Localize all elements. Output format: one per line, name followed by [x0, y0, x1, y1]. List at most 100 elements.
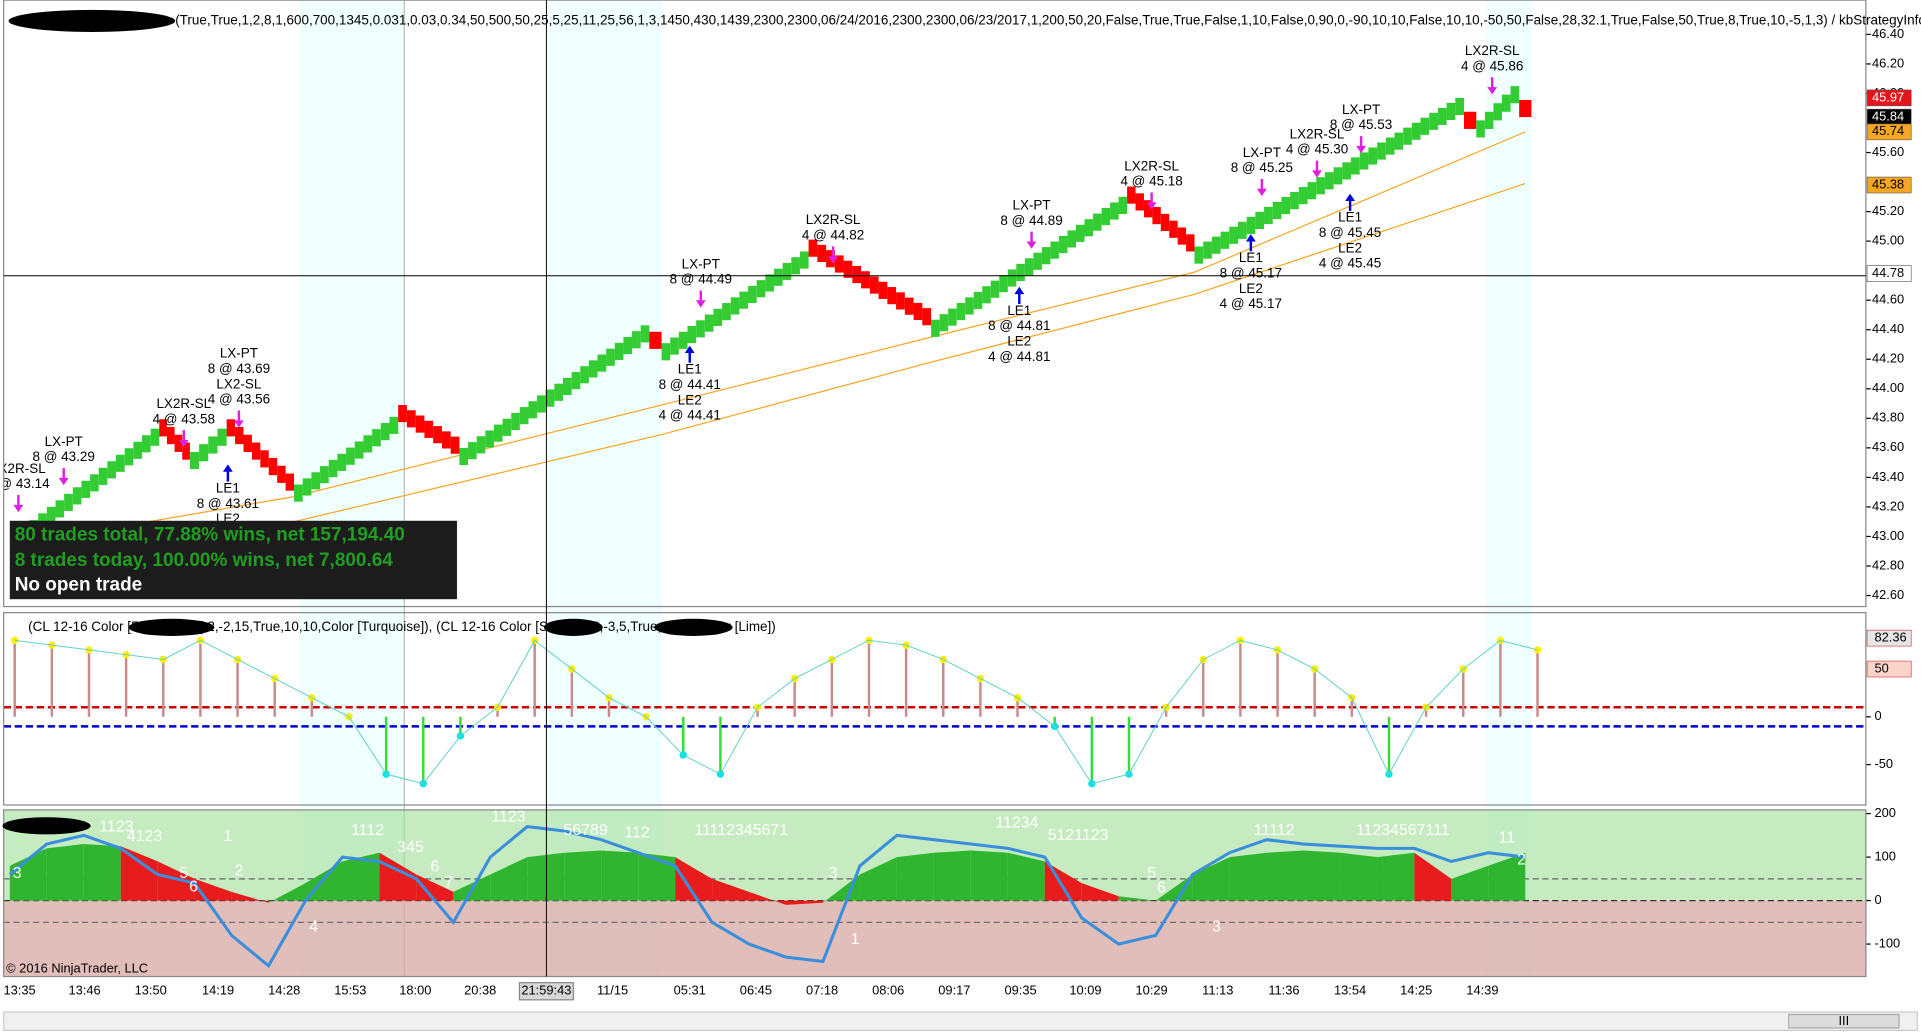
up-brick	[661, 343, 671, 361]
up-brick	[217, 428, 227, 446]
time-label: 05:31	[674, 983, 706, 998]
trend-count: 6	[189, 878, 198, 895]
entry-arrow	[1345, 193, 1355, 211]
down-brick	[861, 271, 870, 289]
trade-annotation: 8 @ 44.49	[670, 272, 732, 287]
down-brick	[869, 276, 879, 294]
up-brick	[982, 286, 991, 304]
entry-arrow	[222, 464, 233, 482]
trade-annotation: LX-PT	[45, 434, 83, 449]
up-brick	[1385, 137, 1395, 155]
trend-area	[342, 852, 380, 901]
trade-annotation: LE1	[678, 362, 702, 377]
up-brick	[46, 506, 56, 524]
down-brick	[1160, 213, 1170, 231]
down-brick	[441, 431, 451, 449]
osc-marker	[1866, 629, 1912, 647]
time-label: 08:06	[872, 983, 904, 998]
trend-tick-label: 0	[1874, 892, 1881, 907]
trend-count: 1	[223, 828, 232, 845]
entry-arrow	[1014, 286, 1025, 304]
down-brick	[285, 473, 295, 491]
up-brick	[354, 441, 364, 459]
up-brick	[1075, 224, 1085, 242]
up-brick	[1110, 202, 1119, 220]
up-brick	[739, 291, 749, 309]
price-tick-label: 44.60	[1872, 292, 1904, 307]
up-brick	[133, 441, 142, 459]
up-brick	[372, 429, 381, 447]
up-brick	[722, 303, 731, 321]
up-brick	[606, 348, 615, 366]
trade-annotation: 4 @ 44.41	[659, 408, 721, 423]
up-brick	[1118, 196, 1128, 214]
down-brick	[182, 442, 190, 460]
up-brick	[1237, 221, 1247, 239]
up-brick	[1016, 263, 1025, 282]
down-brick	[260, 450, 269, 468]
cursor-time-box	[518, 982, 574, 1001]
down-brick	[415, 415, 425, 433]
trend-count: 3	[1212, 919, 1221, 936]
scrollbar[interactable]	[3, 1011, 1918, 1032]
up-brick	[1050, 241, 1059, 259]
up-brick	[1411, 122, 1421, 140]
up-brick	[580, 366, 589, 384]
up-brick	[380, 423, 390, 441]
up-brick	[294, 484, 303, 502]
down-brick	[808, 239, 818, 257]
exit-arrow	[1256, 178, 1267, 197]
osc-tick-label: -50	[1874, 756, 1893, 771]
time-label: 07:18	[806, 983, 838, 998]
exit-arrow	[1487, 77, 1498, 95]
time-label: 10:09	[1069, 983, 1101, 998]
up-brick	[459, 447, 469, 466]
down-brick	[913, 302, 923, 321]
price-marker-label: 45.38	[1872, 176, 1904, 191]
up-brick	[189, 451, 200, 470]
trade-annotation: LX2R-SL	[0, 461, 46, 476]
trade-annotation: 8 @ 44.81	[988, 318, 1050, 333]
up-brick	[528, 401, 538, 419]
price-tick-label: 45.00	[1872, 233, 1904, 248]
trade-annotation: 8 @ 45.25	[1231, 160, 1293, 175]
price-marker	[1866, 123, 1912, 141]
trade-annotation: LX-PT	[682, 256, 720, 271]
strategy-params: (True,True,1,2,8,1,600,700,1345,0.031,0.…	[175, 12, 1921, 27]
trade-annotation: LE1	[216, 480, 240, 495]
up-brick	[1024, 258, 1034, 276]
trend-area	[1229, 852, 1267, 901]
trend-count: 3	[829, 865, 838, 882]
stats-open: No open trade	[15, 575, 143, 596]
scroll-thumb[interactable]	[1788, 1013, 1900, 1029]
price-tick-label: 43.40	[1872, 469, 1904, 484]
trend-area	[1192, 857, 1230, 901]
price-tick-label: 44.20	[1872, 351, 1904, 366]
bear-zone	[3, 900, 1866, 977]
up-brick	[623, 336, 633, 355]
osc-marker-label: 50	[1874, 660, 1888, 675]
trade-annotation: 4 @ 45.30	[1286, 142, 1348, 157]
down-brick	[834, 255, 844, 273]
trade-annotation: 4 @ 43.58	[153, 411, 215, 426]
up-brick	[1058, 235, 1068, 254]
up-brick	[1007, 269, 1017, 287]
trade-annotation: 4 @ 44.82	[802, 228, 864, 243]
trade-annotation: 8 @ 45.17	[1220, 265, 1282, 280]
trend-count: 4	[309, 919, 318, 936]
down-brick	[1177, 227, 1187, 245]
down-brick	[904, 297, 914, 315]
down-brick	[243, 434, 252, 452]
time-label: 09:17	[938, 983, 970, 998]
trend-count: 11234	[995, 815, 1038, 832]
panel-frame	[3, 612, 1867, 806]
price-marker-label: 45.74	[1872, 123, 1904, 138]
down-brick	[251, 442, 261, 460]
trend-count: 11112345671	[694, 822, 788, 839]
up-brick	[1041, 247, 1051, 265]
time-label: 21:59:43	[521, 983, 571, 998]
trade-annotation: 4 @ 44.81	[988, 349, 1050, 364]
trade-annotation: LX2R-SL	[1465, 43, 1520, 58]
trend-count: 4123	[127, 828, 163, 845]
